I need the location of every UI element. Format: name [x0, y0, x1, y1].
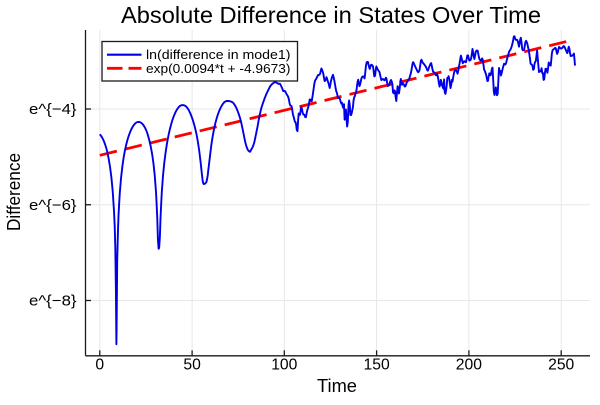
svg-text:e^{−4}: e^{−4}	[29, 101, 77, 118]
svg-text:e^{−6}: e^{−6}	[29, 197, 77, 214]
svg-text:e^{−8}: e^{−8}	[29, 293, 77, 310]
svg-text:0: 0	[95, 357, 104, 374]
svg-text:50: 50	[183, 357, 201, 374]
svg-text:100: 100	[271, 357, 297, 374]
svg-text:exp(0.0094*t + -4.9673): exp(0.0094*t + -4.9673)	[146, 61, 291, 76]
svg-text:ln(difference in mode1): ln(difference in mode1)	[146, 47, 291, 62]
svg-text:200: 200	[456, 357, 482, 374]
svg-text:150: 150	[364, 357, 390, 374]
svg-text:Absolute Difference in States: Absolute Difference in States Over Time	[121, 2, 541, 28]
svg-text:Difference: Difference	[4, 153, 24, 231]
svg-text:250: 250	[548, 357, 574, 374]
svg-text:Time: Time	[317, 376, 357, 396]
